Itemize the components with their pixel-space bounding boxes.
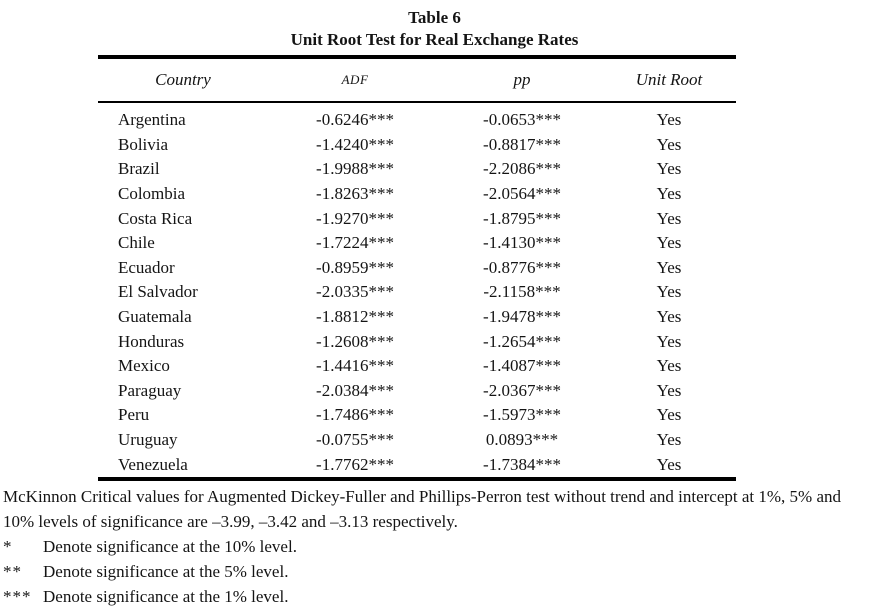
cell-adf: -1.7762*** — [316, 454, 394, 474]
cell-adf: -0.8959*** — [316, 257, 394, 277]
cell-country: Colombia — [118, 184, 186, 204]
cell-adf: -1.9270*** — [316, 208, 394, 228]
table-header: Country ADF pp Unit Root — [98, 57, 736, 103]
cell-adf: -0.6246*** — [316, 110, 394, 130]
cell-country: Honduras — [118, 331, 185, 351]
cell-adf: -1.7486*** — [316, 405, 394, 425]
table-row: Peru -1.7486*** -1.5973*** Yes — [98, 403, 736, 428]
table-row: Venezuela -1.7762*** -1.7384*** Yes — [98, 452, 736, 479]
cell-adf: -1.8812*** — [316, 307, 394, 327]
significance-text: Denote significance at the 10% level. — [43, 537, 297, 556]
footnotes: McKinnon Critical values for Augmented D… — [3, 484, 866, 608]
cell-adf: -2.0335*** — [316, 282, 394, 302]
cell-country: Uruguay — [118, 430, 178, 450]
table-row: Chile -1.7224*** -1.4130*** Yes — [98, 231, 736, 256]
significance-marker: *** — [3, 587, 32, 606]
cell-adf: -1.9988*** — [316, 159, 394, 179]
table-number: Table 6 — [408, 8, 461, 27]
cell-pp: -2.1158*** — [483, 282, 561, 302]
table-row: Mexico -1.4416*** -1.4087*** Yes — [98, 354, 736, 379]
cell-unit-root: Yes — [656, 184, 682, 204]
column-header-unit-root: Unit Root — [602, 57, 736, 103]
cell-adf: -2.0384*** — [316, 380, 394, 400]
cell-country: Chile — [118, 233, 155, 253]
table-row: Argentina -0.6246*** -0.0653*** Yes — [98, 102, 736, 133]
column-header-country: Country — [98, 57, 268, 103]
table-title-block: Table 6 Unit Root Test for Real Exchange… — [0, 0, 869, 55]
significance-text: Denote significance at the 1% level. — [43, 587, 289, 606]
table-row: Ecuador -0.8959*** -0.8776*** Yes — [98, 256, 736, 281]
cell-unit-root: Yes — [656, 430, 682, 450]
cell-pp: -2.0367*** — [483, 380, 561, 400]
cell-unit-root: Yes — [656, 405, 682, 425]
table-row: Bolivia -1.4240*** -0.8817*** Yes — [98, 133, 736, 158]
cell-pp: -1.2654*** — [483, 331, 561, 351]
cell-country: Costa Rica — [118, 208, 193, 228]
cell-country: El Salvador — [118, 282, 198, 302]
cell-unit-root: Yes — [656, 454, 682, 474]
cell-unit-root: Yes — [656, 380, 682, 400]
unit-root-table: Country ADF pp Unit Root Argentina -0.624… — [98, 55, 736, 481]
cell-pp: -0.0653*** — [483, 110, 561, 130]
cell-country: Peru — [118, 405, 150, 425]
cell-pp: -1.4087*** — [483, 356, 561, 376]
significance-marker: ** — [3, 562, 22, 581]
cell-pp: -2.0564*** — [483, 184, 561, 204]
column-header-adf: ADF — [268, 57, 442, 103]
cell-adf: -1.4416*** — [316, 356, 394, 376]
cell-country: Mexico — [118, 356, 170, 376]
significance-note: ** Denote significance at the 5% level. — [3, 559, 866, 584]
cell-pp: -1.4130*** — [483, 233, 561, 253]
cell-country: Bolivia — [118, 134, 169, 154]
table-title: Unit Root Test for Real Exchange Rates — [290, 30, 579, 49]
significance-notes: * Denote significance at the 10% level. **… — [3, 534, 866, 608]
cell-pp: -2.2086*** — [483, 159, 561, 179]
column-header-pp: pp — [442, 57, 602, 103]
cell-unit-root: Yes — [656, 257, 682, 277]
table-row: Colombia -1.8263*** -2.0564*** Yes — [98, 182, 736, 207]
table-body: Argentina -0.6246*** -0.0653*** Yes Bolivia -… — [98, 102, 736, 479]
significance-note: *** Denote significance at the 1% level. — [3, 584, 866, 608]
cell-country: Guatemala — [118, 307, 192, 327]
cell-unit-root: Yes — [656, 282, 682, 302]
table-row: Paraguay -2.0384*** -2.0367*** Yes — [98, 379, 736, 404]
significance-note: * Denote significance at the 10% level. — [3, 534, 866, 559]
cell-country: Argentina — [118, 110, 186, 130]
table-row: Uruguay -0.0755*** 0.0893*** Yes — [98, 428, 736, 453]
cell-pp: -0.8776*** — [483, 257, 561, 277]
cell-unit-root: Yes — [656, 307, 682, 327]
table-row: Costa Rica -1.9270*** -1.8795*** Yes — [98, 206, 736, 231]
cell-unit-root: Yes — [656, 110, 682, 130]
cell-pp: -1.7384*** — [483, 454, 561, 474]
critical-values-note: McKinnon Critical values for Augmented D… — [3, 487, 842, 531]
cell-pp: -0.8817*** — [483, 134, 561, 154]
cell-country: Brazil — [118, 159, 160, 179]
significance-text: Denote significance at the 5% level. — [43, 562, 289, 581]
cell-unit-root: Yes — [656, 208, 682, 228]
cell-unit-root: Yes — [656, 159, 682, 179]
table-row: Honduras -1.2608*** -1.2654*** Yes — [98, 329, 736, 354]
header-row: Country ADF pp Unit Root — [98, 57, 736, 103]
cell-adf: -1.4240*** — [316, 134, 394, 154]
cell-unit-root: Yes — [656, 134, 682, 154]
table-row: El Salvador -2.0335*** -2.1158*** Yes — [98, 280, 736, 305]
significance-marker: * — [3, 537, 13, 556]
cell-pp: -1.5973*** — [483, 405, 561, 425]
cell-unit-root: Yes — [656, 356, 682, 376]
cell-adf: -1.2608*** — [316, 331, 394, 351]
cell-pp: 0.0893*** — [485, 430, 559, 450]
cell-adf: -0.0755*** — [316, 430, 394, 450]
cell-country: Venezuela — [118, 454, 188, 474]
table-row: Brazil -1.9988*** -2.2086*** Yes — [98, 157, 736, 182]
cell-adf: -1.8263*** — [316, 184, 394, 204]
cell-pp: -1.8795*** — [483, 208, 561, 228]
cell-country: Paraguay — [118, 380, 182, 400]
cell-unit-root: Yes — [656, 331, 682, 351]
cell-country: Ecuador — [118, 257, 175, 277]
cell-adf: -1.7224*** — [316, 233, 394, 253]
cell-unit-root: Yes — [656, 233, 682, 253]
table-row: Guatemala -1.8812*** -1.9478*** Yes — [98, 305, 736, 330]
cell-pp: -1.9478*** — [483, 307, 561, 327]
